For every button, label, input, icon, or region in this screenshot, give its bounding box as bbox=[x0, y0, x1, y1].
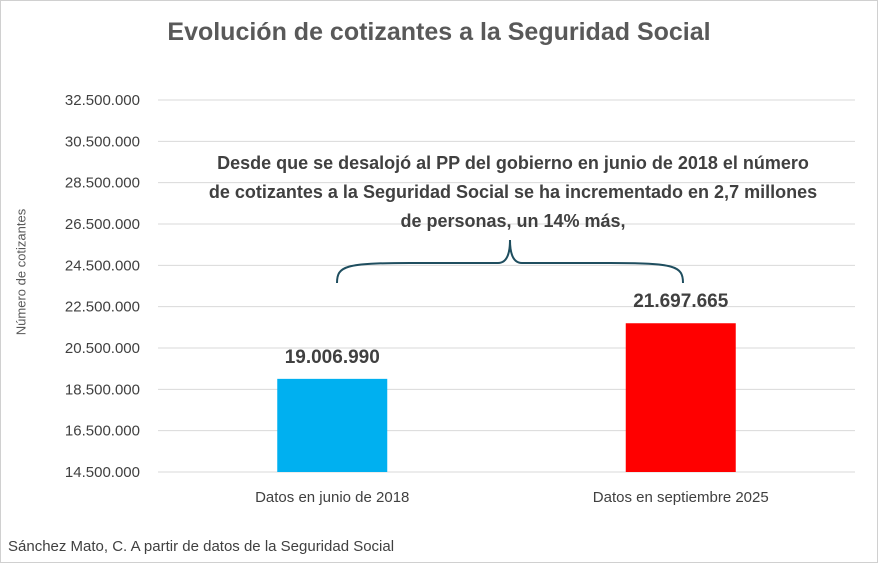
annotation-text: Desde que se desalojó al PP del gobierno… bbox=[208, 153, 818, 231]
category-label-1: Datos en junio de 2018 bbox=[255, 489, 409, 506]
y-tick-label: 20.500.000 bbox=[65, 340, 140, 357]
y-tick-label: 24.500.000 bbox=[65, 257, 140, 274]
y-tick-label: 18.500.000 bbox=[65, 381, 140, 398]
y-tick-label: 30.500.000 bbox=[65, 133, 140, 150]
y-tick-label: 28.500.000 bbox=[65, 175, 140, 192]
bar-1 bbox=[277, 378, 388, 472]
gridlines bbox=[158, 99, 855, 473]
y-tick-label: 16.500.000 bbox=[65, 423, 140, 440]
y-tick-label: 26.500.000 bbox=[65, 216, 140, 233]
data-label-1: 19.006.990 bbox=[285, 347, 380, 368]
chart-title: Evolución de cotizantes a la Seguridad S… bbox=[167, 18, 711, 46]
data-labels: 19.006.990 21.697.665 bbox=[285, 291, 729, 368]
y-tick-label: 14.500.000 bbox=[65, 464, 140, 481]
y-tick-labels: 14.500.000 16.500.000 18.500.000 20.500.000… bbox=[65, 92, 140, 481]
bar-2 bbox=[625, 323, 736, 472]
data-label-2: 21.697.665 bbox=[633, 291, 729, 312]
y-tick-label: 32.500.000 bbox=[65, 92, 140, 109]
y-tick-label: 22.500.000 bbox=[65, 299, 140, 316]
category-label-2: Datos en septiembre 2025 bbox=[593, 489, 769, 506]
bars bbox=[277, 323, 736, 472]
source-note: Sánchez Mato, C. A partir de datos de la… bbox=[8, 538, 395, 555]
category-labels: Datos en junio de 2018 Datos en septiembr… bbox=[255, 489, 769, 506]
brace-annotation bbox=[336, 239, 684, 284]
